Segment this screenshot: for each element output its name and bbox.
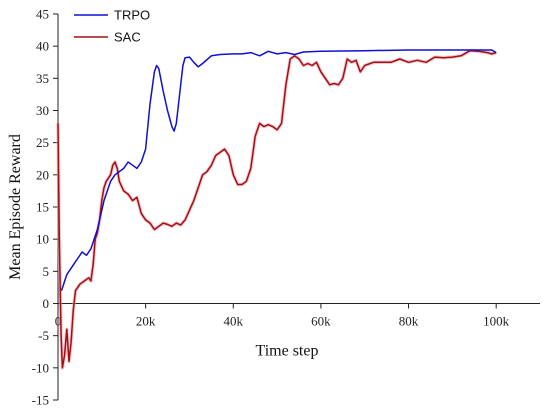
- y-tick-label: 10: [36, 232, 49, 247]
- x-ticks: 0 20k 40k 60k 80k 100k: [55, 303, 510, 329]
- y-tick-label: 40: [36, 39, 49, 54]
- x-tick-label: 60k: [311, 314, 331, 329]
- y-tick-label: 15: [36, 200, 49, 215]
- y-axis-title: Mean Episode Reward: [7, 134, 24, 280]
- x-axis-title: Time step: [256, 343, 319, 360]
- y-tick-label: -15: [32, 393, 49, 408]
- x-tick-label: 0: [55, 314, 62, 329]
- y-ticks: -15 -10 -5 0 5 10 15 20 25 30 35 40 45: [32, 7, 58, 408]
- y-tick-label: -5: [38, 328, 49, 343]
- series-line-trpo: [60, 49, 497, 291]
- y-tick-label: 35: [36, 71, 49, 86]
- series-line-sac: [57, 49, 497, 369]
- series-lines: [56, 48, 497, 370]
- x-tick-label: 100k: [483, 314, 510, 329]
- y-tick-label: 30: [36, 103, 49, 118]
- series-band-sac: [56, 48, 497, 370]
- y-tick-label: -10: [32, 360, 49, 375]
- legend-label-sac: SAC: [114, 30, 141, 45]
- y-tick-label: 25: [36, 135, 49, 150]
- x-tick-label: 20k: [136, 314, 156, 329]
- legend-label-trpo: TRPO: [114, 8, 150, 23]
- y-tick-label: 45: [36, 7, 49, 22]
- legend: TRPO SAC: [74, 8, 150, 45]
- y-tick-label: 5: [43, 264, 50, 279]
- x-tick-label: 40k: [224, 314, 244, 329]
- y-tick-label: 20: [36, 167, 49, 182]
- y-tick-label: 0: [43, 296, 50, 311]
- x-tick-label: 80k: [399, 314, 419, 329]
